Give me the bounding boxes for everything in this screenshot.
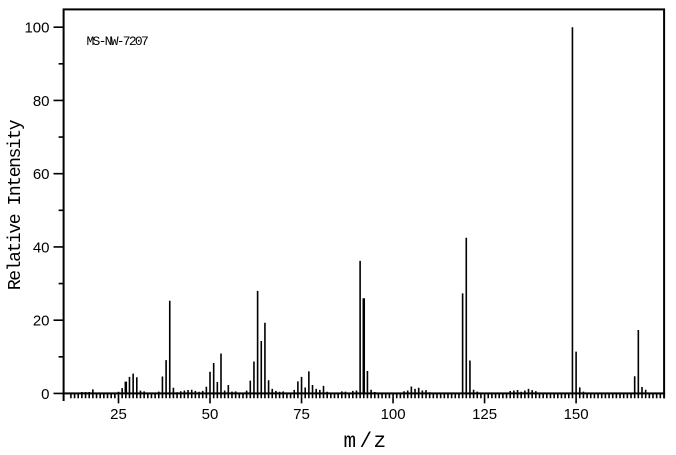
svg-text:125: 125 (472, 406, 497, 423)
svg-text:20: 20 (33, 313, 50, 330)
svg-text:100: 100 (24, 20, 49, 37)
svg-text:60: 60 (33, 166, 50, 183)
svg-text:0: 0 (41, 386, 49, 403)
svg-text:100: 100 (381, 406, 406, 423)
svg-text:MS-NW-7207: MS-NW-7207 (87, 34, 148, 49)
svg-text:50: 50 (202, 406, 219, 423)
svg-text:150: 150 (564, 406, 589, 423)
svg-text:Relative Intensity: Relative Intensity (6, 119, 26, 290)
svg-text:75: 75 (293, 406, 310, 423)
svg-text:25: 25 (110, 406, 127, 423)
svg-text:m/z: m/z (344, 431, 387, 454)
svg-text:80: 80 (33, 93, 50, 110)
svg-text:40: 40 (33, 239, 50, 256)
